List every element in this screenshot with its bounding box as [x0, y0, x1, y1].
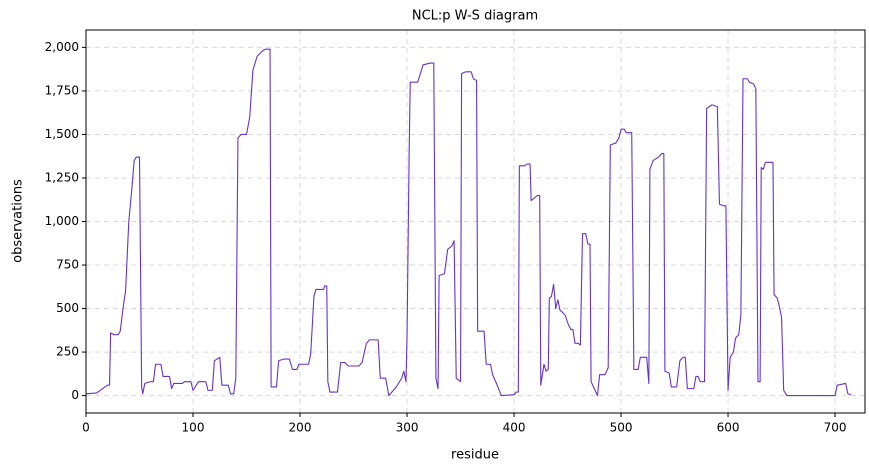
y-tick-label: 2,000: [45, 40, 79, 54]
y-axis-label: observations: [11, 179, 26, 263]
x-tick-label: 200: [289, 421, 312, 435]
y-tick-label: 750: [56, 258, 79, 272]
x-tick-label: 100: [182, 421, 205, 435]
x-tick-label: 400: [503, 421, 526, 435]
y-tick-label: 1,750: [45, 83, 79, 97]
x-tick-label: 0: [82, 421, 90, 435]
plot-area: [85, 48, 852, 397]
x-tick-label: 500: [610, 421, 633, 435]
y-tick-label: 1,500: [45, 127, 79, 141]
y-tick-label: 1,250: [45, 170, 79, 184]
grid: [85, 30, 865, 413]
y-tick-label: 0: [71, 388, 79, 402]
x-axis-label: residue: [451, 448, 499, 463]
data-line: [85, 48, 852, 397]
y-tick-label: 250: [56, 345, 79, 359]
chart-title: NCL:p W-S diagram: [412, 9, 538, 24]
y-tick-label: 1,000: [45, 214, 79, 228]
x-tick-label: 600: [717, 421, 740, 435]
x-tick-label: 700: [824, 421, 847, 435]
x-tick-label: 300: [396, 421, 419, 435]
y-tick-label: 500: [56, 301, 79, 315]
